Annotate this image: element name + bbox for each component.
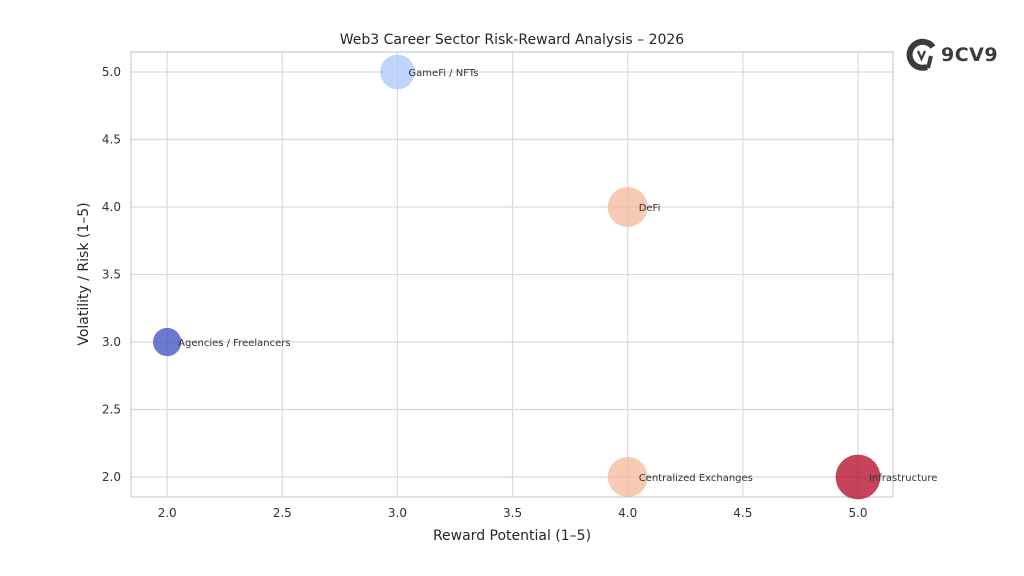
x-tick-label: 3.0 <box>388 506 407 520</box>
bubble <box>607 457 648 498</box>
bubble <box>153 327 182 357</box>
bubble-label: Infrastructure <box>869 473 937 484</box>
x-tick-label: 5.0 <box>848 506 867 520</box>
bubble-label: DeFi <box>639 203 661 214</box>
x-tick-label: 4.0 <box>618 506 637 520</box>
x-tick-label: 2.0 <box>158 506 177 520</box>
y-tick-label: 4.0 <box>102 200 121 214</box>
y-tick-label: 2.0 <box>102 470 121 484</box>
bubble-label: Agencies / Freelancers <box>178 338 290 349</box>
bubble <box>607 186 648 227</box>
x-tick-label: 3.5 <box>503 506 522 520</box>
y-tick-label: 5.0 <box>102 65 121 79</box>
y-tick-label: 2.5 <box>102 403 121 417</box>
chart-title: Web3 Career Sector Risk-Reward Analysis … <box>340 32 685 48</box>
y-axis-label: Volatility / Risk (1–5) <box>76 202 92 345</box>
x-axis-label: Reward Potential (1–5) <box>433 528 591 544</box>
bubble <box>835 454 881 500</box>
bubble-label: GameFi / NFTs <box>408 68 478 79</box>
x-tick-label: 4.5 <box>733 506 752 520</box>
y-tick-label: 4.5 <box>102 132 121 146</box>
plot-frame <box>130 51 894 498</box>
brand-logo: 9CV9 <box>905 38 998 72</box>
bubble-label: Centralized Exchanges <box>639 473 753 484</box>
x-tick-label: 2.5 <box>273 506 292 520</box>
logo-text: 9CV9 <box>941 44 999 66</box>
y-tick-label: 3.0 <box>102 335 121 349</box>
logo-mark-icon <box>906 38 936 71</box>
y-tick-label: 3.5 <box>102 268 121 282</box>
bubble <box>380 54 415 90</box>
